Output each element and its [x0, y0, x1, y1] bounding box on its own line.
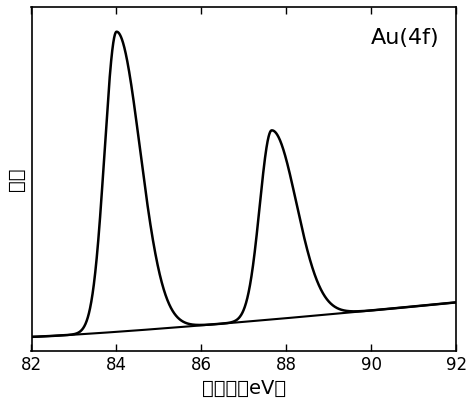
Y-axis label: 强度: 强度 [7, 167, 26, 190]
Text: Au(4f): Au(4f) [371, 28, 439, 47]
X-axis label: 结合能（eV）: 结合能（eV） [202, 379, 286, 398]
